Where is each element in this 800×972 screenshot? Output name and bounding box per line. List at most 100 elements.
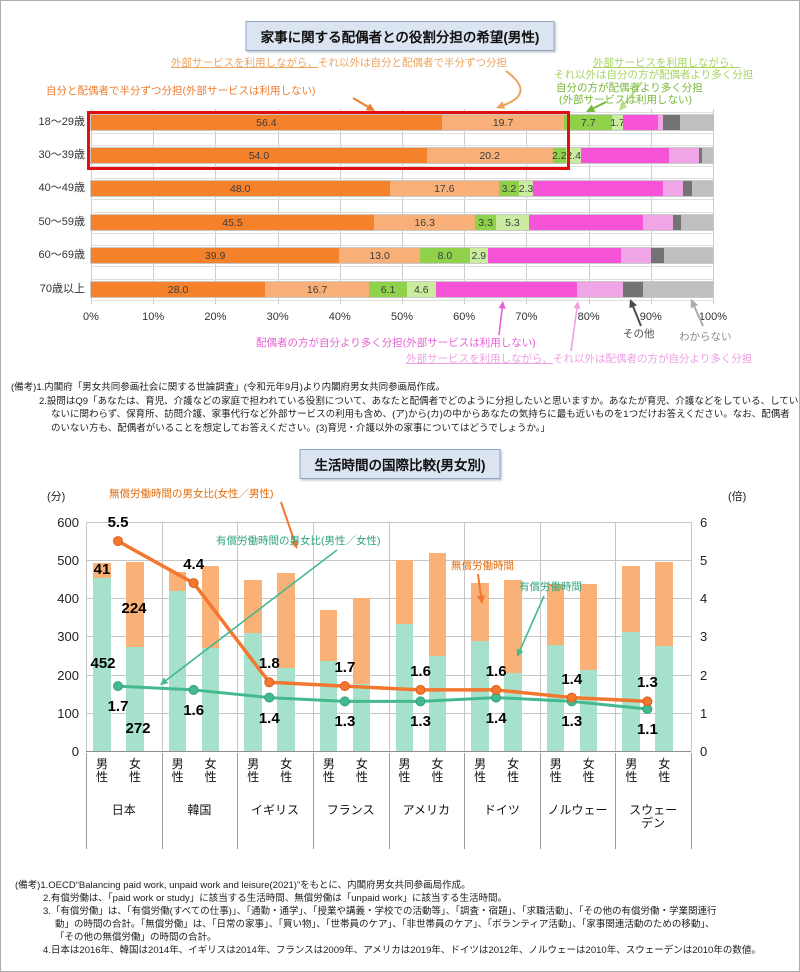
sex-label: 女 性 [204, 757, 217, 784]
row-guide [91, 166, 713, 167]
legend-half-with-service: 外部サービスを利用しながら、それ以外は自分と配偶者で半分ずつ分担 [171, 57, 507, 69]
x-tick-label: 50% [390, 311, 414, 323]
bar-segment-value: 28.0 [167, 283, 189, 296]
bar-segment-value: 19.7 [492, 116, 514, 129]
bar-segment [662, 115, 681, 130]
unpaid-bar [622, 566, 640, 632]
bar-segment-value: 7.7 [580, 116, 596, 129]
sex-label: 男 性 [171, 757, 184, 784]
x-tick-label: 30% [266, 311, 289, 323]
gridline-h [86, 751, 691, 752]
paid-ratio-value: 1.3 [334, 713, 356, 731]
row-guide [91, 279, 713, 280]
unpaid-ratio-point [491, 684, 502, 695]
gridline-v [86, 521, 87, 751]
axis-cell-border [312, 753, 314, 849]
bar-segment: 28.0 [91, 282, 266, 297]
gridline-v [161, 521, 163, 751]
bar-segment-value: 16.7 [306, 283, 328, 296]
unpaid-ratio-value: 4.4 [183, 556, 205, 574]
bar-segment [528, 215, 643, 230]
unpaid-ratio-value: 1.8 [258, 655, 280, 673]
unpaid-ratio-value: 5.5 [107, 514, 129, 532]
axis-cell-border [464, 753, 466, 849]
note-line: のいない方も、配偶者がいることを想定してお答えください。(3)育児・介護以外の家… [51, 422, 551, 434]
y-tick-left: 400 [57, 591, 79, 607]
paid-bar [395, 623, 413, 751]
row-guide [91, 245, 713, 246]
gridline-v [539, 521, 541, 751]
unpaid-bar [319, 609, 338, 662]
unknown-category-label: わからない [679, 331, 732, 343]
bar-segment [680, 115, 714, 130]
arrow-spouse-ext-head [573, 301, 581, 309]
bar-segment [682, 181, 693, 196]
note-line: 2.設問はQ9「あなたは、育児、介護などの家庭で担われている役割について、あなた… [39, 395, 799, 407]
bar-segment: 3.2 [499, 181, 519, 196]
y-tick-right: 4 [700, 591, 708, 607]
paid-bar [244, 633, 262, 751]
axis-cell-border [615, 753, 617, 849]
country-label: ドイツ [483, 803, 520, 817]
unpaid-ratio-value: 1.4 [561, 670, 583, 688]
bar-segment [662, 181, 683, 196]
bar-segment [577, 282, 623, 297]
y-tick-left: 600 [57, 514, 79, 530]
bar-segment-value: 2.4 [566, 149, 581, 162]
gridline-v [588, 109, 590, 304]
unpaid-ratio-point [642, 696, 653, 707]
y-tick-right: 1 [700, 705, 708, 721]
bar-segment: 48.0 [91, 181, 390, 196]
bar-segment: 2.2 [552, 148, 567, 163]
bar-segment: 5.3 [495, 215, 529, 230]
unpaid-bar [277, 573, 295, 669]
annotation-unpaid-ratio: 無償労働時間の男女比(女性／男性) [109, 488, 274, 500]
bar-segment-value: 48.0 [230, 182, 251, 195]
bar-segment [620, 248, 651, 263]
bar-segment-value: 4.6 [413, 283, 429, 296]
x-tick-label: 100% [698, 311, 728, 323]
bar-row: 56.4 19.7 7.7 1.7 [90, 114, 714, 131]
unpaid-ratio-point [113, 536, 123, 547]
bar-segment: 16.3 [374, 215, 476, 230]
legend-self-more-with-service-line1: 外部サービスを利用しながら、 [593, 57, 740, 69]
gridline-v [91, 109, 92, 304]
y-tick-right: 0 [700, 744, 708, 759]
bar-segment [698, 148, 702, 163]
bar-segment-value: 45.5 [222, 216, 243, 229]
legend-half-with-service-rest: それ以外は自分と配偶者で半分ずつ分担 [318, 57, 507, 69]
bar-row: 48.0 17.6 3.2 2.3 [90, 180, 714, 197]
paid-ratio-point [264, 692, 275, 703]
gridline-v [464, 109, 466, 304]
x-tick-label: 40% [328, 311, 351, 323]
paid-bar [471, 640, 489, 751]
legend-self-more-line2: (外部サービスは利用しない) [559, 94, 692, 106]
gridline-v [402, 109, 403, 304]
legend-self-more-no-service: 自分の方が配偶者より多く分担 (外部サービスは利用しない) [556, 82, 703, 106]
bar-segment-value: 2.3 [518, 182, 534, 195]
bar-segment: 6.1 [369, 282, 407, 297]
unpaid-bar [428, 552, 446, 657]
gridline-v [615, 521, 617, 751]
bar-segment-value: 2.2 [552, 149, 567, 162]
unpaid-bar [471, 583, 489, 641]
note-line: 「その他の無償労働」の時間の合計。 [55, 932, 217, 943]
legend-spouse-more-no-service: 配偶者の方が自分より多く分担(外部サービスは利用しない) [256, 337, 536, 349]
note-line: (備考)1.OECD“Balancing paid work, unpaid w… [15, 880, 471, 891]
y-tick-left: 200 [57, 667, 79, 683]
row-guide [91, 133, 713, 134]
annotation-paid-time: 有償労働時間 [519, 581, 582, 593]
gridline-v [691, 521, 692, 751]
country-label: アメリカ [402, 803, 451, 817]
right-axis-unit: (倍) [728, 491, 747, 503]
left-axis-unit: (分) [47, 491, 66, 503]
axis-cell-border [86, 753, 87, 849]
sex-label: 女 性 [355, 757, 368, 784]
sex-label: 男 性 [625, 757, 638, 784]
age-label: 18〜29歳 [38, 116, 85, 128]
bar-segment: 3.3 [475, 215, 496, 230]
bar-segment: 13.0 [339, 248, 421, 263]
paid-ratio-point [491, 692, 502, 703]
arrow-spouse-none-head [498, 301, 506, 309]
